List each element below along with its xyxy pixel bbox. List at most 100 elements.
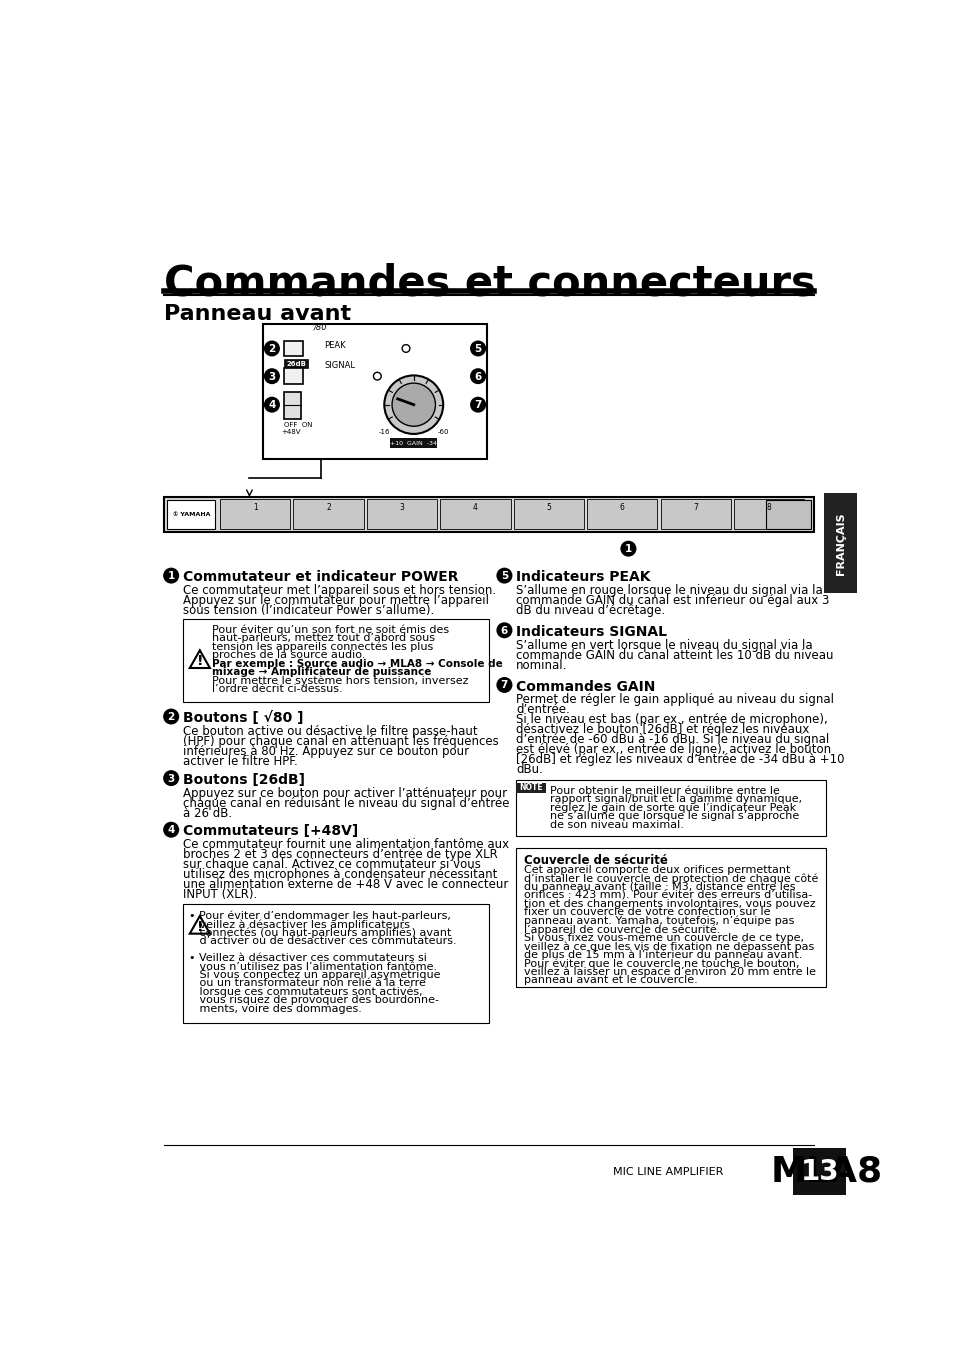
Circle shape bbox=[497, 623, 511, 638]
Text: panneau avant et le couvercle.: panneau avant et le couvercle. bbox=[523, 975, 697, 985]
Text: d’entrée de -60 dBu à -16 dBu. Si le niveau du signal: d’entrée de -60 dBu à -16 dBu. Si le niv… bbox=[516, 734, 828, 747]
Text: ① YAMAHA: ① YAMAHA bbox=[172, 512, 210, 517]
Text: Ce bouton active ou désactive le filtre passe-haut: Ce bouton active ou désactive le filtre … bbox=[183, 725, 476, 738]
Text: 6: 6 bbox=[474, 372, 481, 381]
Text: (HPF) pour chaque canal en atténuant les fréquences: (HPF) pour chaque canal en atténuant les… bbox=[183, 735, 498, 748]
Text: proches de la source audio.: proches de la source audio. bbox=[212, 650, 365, 661]
Circle shape bbox=[164, 709, 178, 723]
Text: 8: 8 bbox=[766, 503, 771, 512]
Circle shape bbox=[265, 397, 278, 412]
Text: Panneau avant: Panneau avant bbox=[164, 304, 351, 324]
Bar bbox=[284, 340, 303, 357]
Text: d’entrée.: d’entrée. bbox=[516, 704, 569, 716]
Bar bbox=[262, 324, 487, 458]
Text: [26dB] et réglez les niveaux d’entrée de -34 dBu à +10: [26dB] et réglez les niveaux d’entrée de… bbox=[516, 754, 843, 766]
Polygon shape bbox=[190, 650, 210, 667]
Bar bbox=[284, 359, 307, 367]
Text: du panneau avant (taille : M3, distance entre les: du panneau avant (taille : M3, distance … bbox=[523, 882, 795, 892]
Text: 2: 2 bbox=[326, 503, 331, 512]
Circle shape bbox=[471, 369, 484, 384]
Text: sous tension (l’indicateur Power s’allume).: sous tension (l’indicateur Power s’allum… bbox=[183, 604, 434, 617]
Text: NOTE: NOTE bbox=[518, 782, 542, 792]
Text: 1: 1 bbox=[168, 571, 174, 581]
Bar bbox=[220, 500, 290, 530]
Text: 6: 6 bbox=[500, 626, 508, 636]
Text: l’ordre décrit ci-dessus.: l’ordre décrit ci-dessus. bbox=[212, 684, 342, 694]
Text: commande GAIN du canal est inférieur ou égal aux 3: commande GAIN du canal est inférieur ou … bbox=[516, 594, 828, 607]
Text: d’activer ou de désactiver ces commutateurs.: d’activer ou de désactiver ces commutate… bbox=[189, 936, 456, 946]
Text: 5: 5 bbox=[546, 503, 551, 512]
Text: haut-parleurs, mettez tout d’abord sous: haut-parleurs, mettez tout d’abord sous bbox=[212, 634, 435, 643]
Text: 6: 6 bbox=[619, 503, 624, 512]
Text: !: ! bbox=[196, 920, 203, 934]
Text: SIGNAL: SIGNAL bbox=[324, 361, 355, 370]
Bar bbox=[733, 500, 803, 530]
Text: !: ! bbox=[196, 654, 203, 669]
Text: OFF  ON: OFF ON bbox=[284, 422, 313, 428]
Text: broches 2 et 3 des connecteurs d’entrée de type XLR: broches 2 et 3 des connecteurs d’entrée … bbox=[183, 848, 497, 861]
Text: vous risquez de provoquer des bourdonne-: vous risquez de provoquer des bourdonne- bbox=[189, 996, 438, 1005]
Text: rapport signal/bruit et la gamme dynamique,: rapport signal/bruit et la gamme dynamiq… bbox=[550, 794, 801, 804]
Text: mixage → Amplificateur de puissance: mixage → Amplificateur de puissance bbox=[212, 667, 431, 677]
Polygon shape bbox=[190, 916, 210, 934]
Text: de son niveau maximal.: de son niveau maximal. bbox=[550, 820, 683, 830]
Text: -16: -16 bbox=[378, 428, 390, 435]
Text: 2: 2 bbox=[268, 345, 275, 354]
Text: 4: 4 bbox=[268, 400, 275, 411]
Text: ne s’allume que lorsque le signal s’approche: ne s’allume que lorsque le signal s’appr… bbox=[550, 811, 799, 821]
Circle shape bbox=[164, 771, 178, 785]
Text: PEAK: PEAK bbox=[324, 340, 346, 350]
Text: Si vous fixez vous-même un couvercle de ce type,: Si vous fixez vous-même un couvercle de … bbox=[523, 934, 803, 943]
Text: tion et des changements involontaires, vous pouvez: tion et des changements involontaires, v… bbox=[523, 898, 815, 909]
Text: +48V: +48V bbox=[281, 428, 301, 435]
Bar bbox=[516, 780, 825, 836]
Text: MLA8: MLA8 bbox=[769, 1155, 882, 1189]
Text: 2: 2 bbox=[168, 712, 174, 721]
Text: ou un transformateur non relié à la terre: ou un transformateur non relié à la terr… bbox=[189, 978, 425, 989]
Text: 7: 7 bbox=[474, 400, 481, 411]
Text: Par exemple : Source audio → MLA8 → Console de: Par exemple : Source audio → MLA8 → Cons… bbox=[212, 659, 502, 669]
Text: réglez le gain de sorte que l’indicateur Peak: réglez le gain de sorte que l’indicateur… bbox=[550, 802, 796, 813]
Circle shape bbox=[384, 376, 443, 434]
Circle shape bbox=[164, 823, 178, 836]
Text: est élevé (par ex., entrée de ligne), activez le bouton: est élevé (par ex., entrée de ligne), ac… bbox=[516, 743, 830, 757]
Text: /80: /80 bbox=[314, 323, 327, 332]
Bar bbox=[284, 392, 301, 419]
Text: 1: 1 bbox=[624, 544, 632, 554]
Text: une alimentation externe de +48 V avec le connecteur: une alimentation externe de +48 V avec l… bbox=[183, 878, 508, 892]
Text: veillez à désactiver les amplificateurs: veillez à désactiver les amplificateurs bbox=[189, 919, 410, 929]
Text: 7: 7 bbox=[693, 503, 698, 512]
Text: Commutateur et indicateur POWER: Commutateur et indicateur POWER bbox=[183, 570, 457, 584]
Text: Indicateurs SIGNAL: Indicateurs SIGNAL bbox=[516, 626, 666, 639]
Circle shape bbox=[471, 342, 484, 355]
Circle shape bbox=[392, 384, 435, 426]
Text: Ce commutateur met l’appareil sous et hors tension.: Ce commutateur met l’appareil sous et ho… bbox=[183, 584, 496, 597]
Circle shape bbox=[265, 342, 278, 355]
Bar bbox=[390, 438, 436, 447]
Circle shape bbox=[497, 678, 511, 692]
Text: • Pour éviter d’endommager les haut-parleurs,: • Pour éviter d’endommager les haut-parl… bbox=[189, 911, 451, 921]
Text: Si vous connectez un appareil asymétrique: Si vous connectez un appareil asymétriqu… bbox=[189, 970, 440, 981]
Text: utilisez des microphones à condensateur nécessitant: utilisez des microphones à condensateur … bbox=[183, 869, 497, 881]
Text: 3: 3 bbox=[399, 503, 404, 512]
Circle shape bbox=[471, 397, 484, 412]
Text: Appuyez sur ce bouton pour activer l’atténuateur pour: Appuyez sur ce bouton pour activer l’att… bbox=[183, 786, 506, 800]
Bar bbox=[164, 497, 813, 532]
Text: 4: 4 bbox=[473, 503, 477, 512]
Bar bbox=[119, 1144, 858, 1202]
Text: 13: 13 bbox=[800, 1158, 839, 1186]
Text: orifices : 423 mm). Pour éviter des erreurs d’utilisa-: orifices : 423 mm). Pour éviter des erre… bbox=[523, 890, 811, 901]
Text: d’installer le couvercle de protection de chaque côté: d’installer le couvercle de protection d… bbox=[523, 874, 818, 884]
Text: Pour obtenir le meilleur équilibre entre le: Pour obtenir le meilleur équilibre entre… bbox=[550, 786, 780, 796]
Text: • Veillez à désactiver ces commutateurs si: • Veillez à désactiver ces commutateurs … bbox=[189, 952, 426, 963]
Text: 5: 5 bbox=[500, 571, 508, 581]
Text: 26dB: 26dB bbox=[286, 361, 306, 367]
Bar bbox=[284, 369, 303, 384]
Text: veillez à laisser un espace d’environ 20 mm entre le: veillez à laisser un espace d’environ 20… bbox=[523, 967, 815, 977]
Text: FRANÇAIS: FRANÇAIS bbox=[835, 512, 845, 574]
Text: chaque canal en réduisant le niveau du signal d’entrée: chaque canal en réduisant le niveau du s… bbox=[183, 797, 509, 809]
Bar bbox=[183, 904, 488, 1023]
Text: 5: 5 bbox=[474, 345, 481, 354]
Text: 1: 1 bbox=[253, 503, 257, 512]
Circle shape bbox=[265, 369, 278, 384]
